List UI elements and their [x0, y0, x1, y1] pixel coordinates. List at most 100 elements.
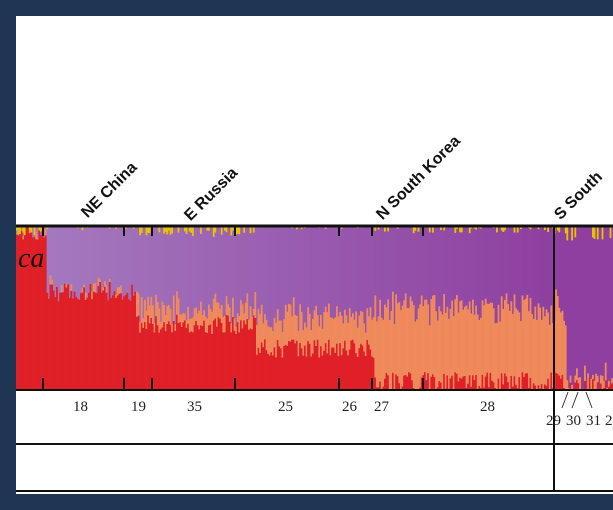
- admixture-bar-red: [532, 383, 535, 390]
- admixture-bar-red: [105, 292, 108, 390]
- admixture-bar-orange: [508, 310, 511, 390]
- admixture-bar-orange: [84, 292, 87, 300]
- admixture-bar-red: [296, 340, 298, 390]
- admixture-bar-red: [248, 329, 250, 390]
- admixture-bar-yellow: [516, 226, 519, 233]
- admixture-bar-orange: [390, 310, 393, 390]
- admixture-bar-red: [70, 290, 73, 390]
- admixture-bar-red: [478, 386, 481, 390]
- admixture-bar-red: [275, 357, 277, 390]
- admixture-bar-orange: [348, 308, 351, 350]
- admixture-bar-red: [544, 384, 546, 390]
- admixture-bar-red: [324, 343, 327, 390]
- admixture-bar-orange: [158, 308, 161, 333]
- admixture-bar-orange: [267, 326, 269, 354]
- admixture-bar-orange: [273, 317, 276, 348]
- admixture-bar-red: [27, 225, 29, 390]
- pop-label-30: 30: [566, 413, 581, 429]
- admixture-bar-orange: [505, 293, 508, 377]
- admixture-bar-yellow: [544, 226, 546, 231]
- admixture-bar-yellow: [428, 226, 431, 233]
- admixture-bar-orange: [371, 319, 373, 357]
- admixture-bar-orange: [294, 314, 297, 344]
- admixture-bar-red: [600, 383, 602, 390]
- admixture-bar-red: [329, 355, 332, 390]
- admixture-bar-red: [488, 387, 490, 390]
- admixture-bar-orange: [382, 319, 385, 387]
- admixture-bar-red: [384, 378, 386, 390]
- admixture-bar-orange: [392, 291, 394, 373]
- admixture-bar-red: [89, 283, 92, 390]
- admixture-bar-red: [152, 323, 154, 390]
- admixture-bar-red: [35, 239, 37, 390]
- admixture-bar-red: [49, 284, 52, 390]
- pop-label-28: 28: [480, 399, 495, 415]
- admixture-bar-yellow: [556, 226, 559, 231]
- admixture-bar-orange: [217, 302, 220, 318]
- admixture-bar-red: [556, 373, 559, 390]
- admixture-bar-red: [220, 322, 223, 390]
- admixture-bar-red: [22, 239, 25, 390]
- admixture-bar-orange: [363, 323, 365, 352]
- admixture-bar-yellow: [147, 226, 149, 233]
- admixture-bar-orange: [164, 315, 167, 332]
- admixture-bar-red: [288, 341, 290, 390]
- admixture-bar-red: [403, 375, 405, 390]
- admixture-bar-orange: [472, 299, 474, 376]
- admixture-bar-red: [206, 332, 209, 390]
- admixture-bar-orange: [220, 304, 223, 323]
- admixture-bar-orange: [230, 323, 233, 333]
- admixture-bar-red: [456, 373, 458, 390]
- admixture-bar-red: [91, 299, 93, 390]
- admixture-bar-orange: [462, 309, 465, 377]
- admixture-bar-red: [158, 332, 161, 390]
- admixture-bar-orange: [254, 291, 257, 318]
- admixture-bar-orange: [316, 315, 319, 340]
- admixture-bar-orange: [174, 324, 177, 331]
- admixture-bar-orange: [496, 322, 498, 390]
- admixture-bar-orange: [564, 325, 567, 390]
- admixture-bar-red: [529, 377, 532, 390]
- admixture-bar-orange: [558, 307, 561, 376]
- admixture-bar-red: [486, 372, 489, 390]
- admixture-bar-red: [334, 352, 337, 390]
- admixture-bar-orange: [169, 309, 172, 325]
- admixture-bar-red: [307, 341, 309, 390]
- admixture-bar-orange: [395, 294, 397, 375]
- admixture-bar-yellow: [460, 226, 463, 233]
- admixture-bar-orange: [579, 377, 581, 390]
- admixture-bar-red: [208, 325, 210, 390]
- admixture-bar-orange: [292, 297, 295, 340]
- admixture-bar-orange: [126, 291, 129, 293]
- admixture-bar-red: [184, 320, 186, 390]
- admixture-bar-red: [320, 346, 322, 390]
- admixture-bar-red: [512, 386, 514, 390]
- admixture-bar-yellow: [566, 226, 569, 241]
- admixture-bar-red: [224, 332, 226, 390]
- admixture-bar-orange: [446, 306, 449, 376]
- admixture-bar-orange: [561, 310, 564, 375]
- admixture-bar-orange: [116, 287, 119, 296]
- admixture-bar-red: [409, 373, 412, 390]
- admixture-bar-red: [521, 372, 524, 390]
- admixture-bar-orange: [432, 295, 434, 375]
- admixture-bar-orange: [297, 330, 300, 357]
- admixture-bar-orange: [393, 324, 396, 390]
- admixture-bar-red: [128, 299, 130, 390]
- admixture-bar-orange: [70, 284, 73, 291]
- admixture-bar-orange: [604, 362, 607, 381]
- admixture-bar-orange: [208, 304, 210, 326]
- admixture-bar-orange: [409, 296, 412, 374]
- admixture-bar-orange: [148, 305, 151, 324]
- admixture-bar-red: [353, 343, 356, 390]
- admixture-bar-yellow: [22, 226, 25, 233]
- admixture-bar-yellow: [190, 226, 193, 233]
- admixture-bar-orange: [366, 308, 369, 340]
- admixture-bar-red: [425, 380, 428, 390]
- admixture-bar-orange: [518, 312, 521, 378]
- admixture-bar-orange: [150, 296, 153, 318]
- admixture-bar-red: [264, 339, 266, 390]
- admixture-bar-orange: [44, 228, 47, 236]
- admixture-bar-red: [392, 372, 394, 390]
- admixture-bar-orange: [243, 313, 245, 321]
